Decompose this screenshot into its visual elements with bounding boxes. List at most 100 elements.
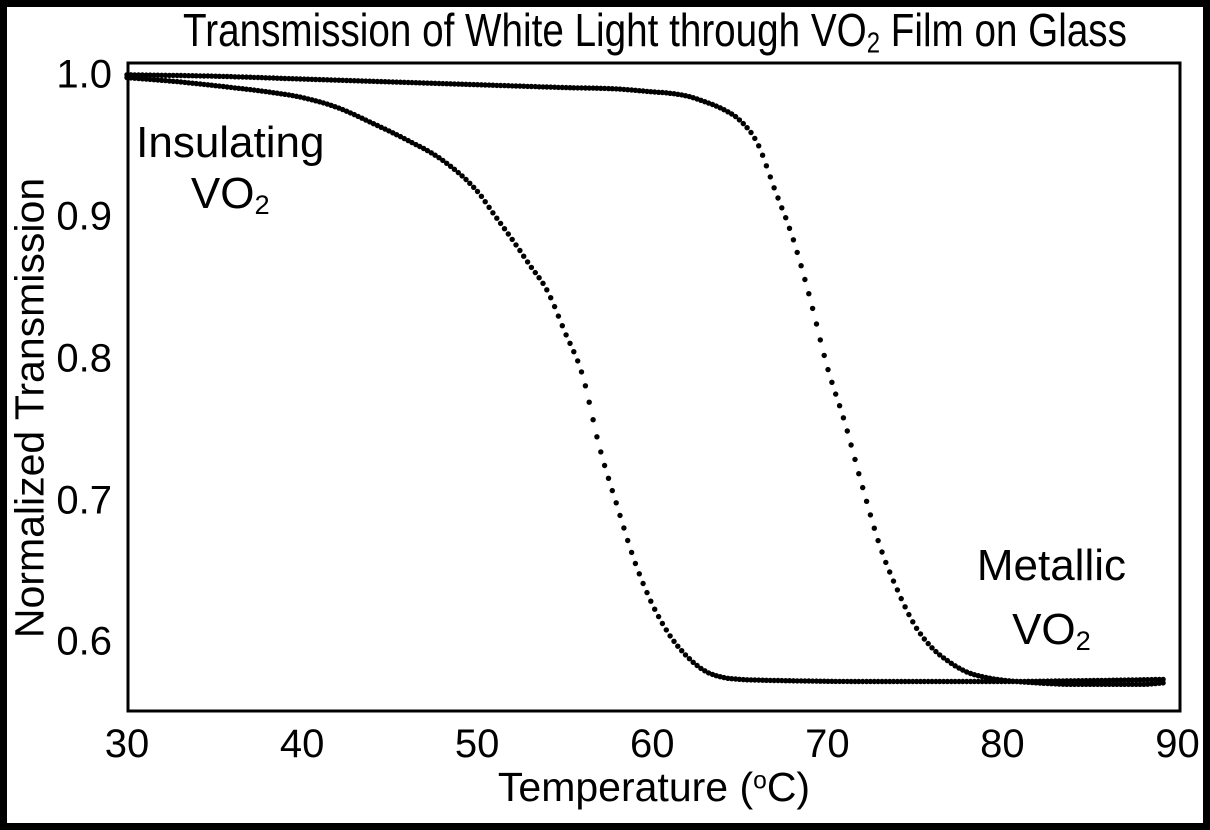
data-point-dot: [524, 259, 531, 265]
data-point-dot: [1141, 677, 1147, 683]
data-point-dot: [551, 303, 558, 310]
data-point-dot: [521, 253, 527, 259]
data-point-dot: [243, 86, 250, 92]
data-point-dot: [628, 549, 635, 556]
data-point-dot: [193, 73, 199, 79]
data-point-dot: [436, 80, 442, 87]
data-point-dot: [767, 174, 773, 180]
data-point-dot: [544, 84, 550, 90]
data-point-dot: [1029, 679, 1035, 686]
data-point-dot: [1033, 680, 1039, 686]
data-point-dot: [794, 678, 800, 684]
data-point-dot: [917, 631, 924, 637]
data-point-dot: [890, 578, 897, 584]
data-point-dot: [497, 82, 504, 89]
data-point-dot: [929, 645, 935, 651]
data-point-dot: [598, 85, 604, 92]
data-point-dot: [644, 589, 650, 596]
data-point-dot: [578, 85, 585, 91]
data-point-dot: [894, 587, 901, 593]
data-point-dot: [1145, 681, 1151, 687]
data-point-dot: [293, 76, 300, 82]
data-point-dot: [1129, 677, 1136, 683]
data-point-dot: [571, 349, 577, 355]
data-point-dot: [201, 73, 207, 79]
data-point-dot: [1156, 676, 1163, 683]
data-point-dot: [139, 76, 146, 82]
data-point-dot: [729, 676, 735, 682]
data-point-dot: [617, 512, 623, 519]
data-point-dot: [863, 498, 870, 504]
data-point-dot: [829, 379, 835, 385]
data-point-dot: [890, 678, 897, 685]
data-point-dot: [940, 655, 947, 661]
data-point-dot: [871, 678, 877, 685]
data-point-dot: [324, 77, 330, 83]
data-point-dot: [1021, 679, 1028, 685]
data-point-dot: [451, 81, 458, 87]
data-point-dot: [736, 676, 743, 682]
data-point-dot: [197, 73, 203, 79]
data-point-dot: [779, 205, 785, 211]
data-point-dot: [278, 75, 284, 82]
data-point-dot: [1106, 677, 1112, 683]
data-point-dot: [363, 78, 369, 84]
data-point-dot: [486, 204, 492, 210]
data-point-dot: [833, 678, 839, 685]
annotation-insulating-line1: Insulating: [136, 117, 325, 167]
data-point-dot: [902, 678, 908, 685]
data-point-dot: [505, 83, 511, 89]
data-point-dot: [463, 176, 469, 183]
degree-superscript: o: [753, 767, 767, 795]
y-tick-label: 0.8: [56, 336, 112, 381]
data-point-dot: [775, 195, 781, 201]
data-point-dot: [779, 677, 785, 684]
x-tick-label: 60: [629, 722, 675, 766]
data-point-dot: [1148, 676, 1155, 683]
data-point-dot: [471, 184, 477, 190]
data-point-dot: [444, 160, 450, 166]
data-point-dot: [933, 678, 939, 685]
data-point-dot: [320, 77, 327, 83]
data-point-dot: [1025, 679, 1032, 685]
data-point-dot: [1064, 681, 1070, 687]
annotation-vo2-text: VO: [1012, 605, 1076, 655]
data-point-dot: [921, 678, 927, 685]
data-point-dot: [652, 606, 658, 612]
data-point-dot: [289, 76, 296, 82]
data-point-dot: [224, 84, 230, 90]
data-point-dot: [679, 648, 685, 654]
data-point-dot: [559, 323, 565, 329]
data-point-dot: [1010, 678, 1016, 684]
data-point-dot: [393, 79, 400, 85]
data-point-dot: [925, 678, 931, 685]
data-point-dot: [447, 163, 454, 169]
data-point-dot: [575, 85, 581, 91]
data-point-dot: [528, 264, 535, 271]
data-point-dot: [494, 215, 500, 221]
data-point-dot: [848, 678, 854, 685]
data-point-dot: [1125, 677, 1132, 683]
data-point-dot: [582, 383, 589, 389]
data-point-dot: [216, 73, 223, 80]
data-point-dot: [185, 80, 192, 86]
data-point-dot: [663, 627, 669, 633]
data-point-dot: [748, 677, 754, 683]
data-point-dot: [540, 280, 546, 286]
data-point-dot: [813, 321, 820, 327]
data-point-dot: [124, 72, 130, 78]
data-point-dot: [625, 537, 631, 544]
data-point-dot: [444, 81, 450, 87]
data-point-dot: [1083, 681, 1089, 687]
data-point-dot: [601, 462, 608, 469]
data-point-dot: [155, 77, 161, 83]
data-point-dot: [659, 620, 666, 627]
data-point-dot: [763, 677, 770, 683]
data-point-dot: [609, 487, 615, 494]
data-point-dot: [420, 80, 427, 86]
data-point-dot: [417, 80, 423, 86]
data-point-dot: [1056, 681, 1062, 687]
data-point-dot: [852, 456, 858, 463]
data-point-dot: [220, 73, 226, 80]
data-point-dot: [405, 79, 411, 86]
